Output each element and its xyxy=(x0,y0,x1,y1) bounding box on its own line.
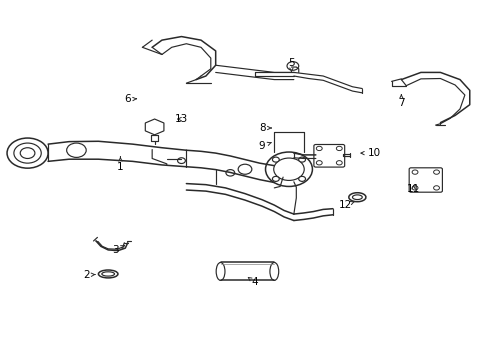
Circle shape xyxy=(336,146,342,150)
Circle shape xyxy=(272,176,279,181)
Circle shape xyxy=(434,170,440,174)
Circle shape xyxy=(272,157,279,162)
Text: 11: 11 xyxy=(407,184,420,194)
Circle shape xyxy=(412,170,418,174)
Circle shape xyxy=(412,186,418,190)
Text: 10: 10 xyxy=(361,148,381,158)
Circle shape xyxy=(317,161,322,165)
Text: 7: 7 xyxy=(398,95,405,108)
Text: 9: 9 xyxy=(259,141,271,151)
Circle shape xyxy=(317,146,322,150)
Text: 8: 8 xyxy=(259,123,271,133)
Text: 5: 5 xyxy=(288,58,294,72)
Text: 12: 12 xyxy=(339,200,355,210)
Text: 3: 3 xyxy=(112,245,124,255)
Text: 2: 2 xyxy=(83,270,95,280)
Text: 1: 1 xyxy=(117,157,123,172)
Circle shape xyxy=(226,170,235,176)
Text: 6: 6 xyxy=(124,94,137,104)
Circle shape xyxy=(336,161,342,165)
Circle shape xyxy=(299,157,306,162)
Text: 4: 4 xyxy=(248,277,258,287)
Circle shape xyxy=(299,176,306,181)
Circle shape xyxy=(434,186,440,190)
Text: 13: 13 xyxy=(175,114,188,124)
